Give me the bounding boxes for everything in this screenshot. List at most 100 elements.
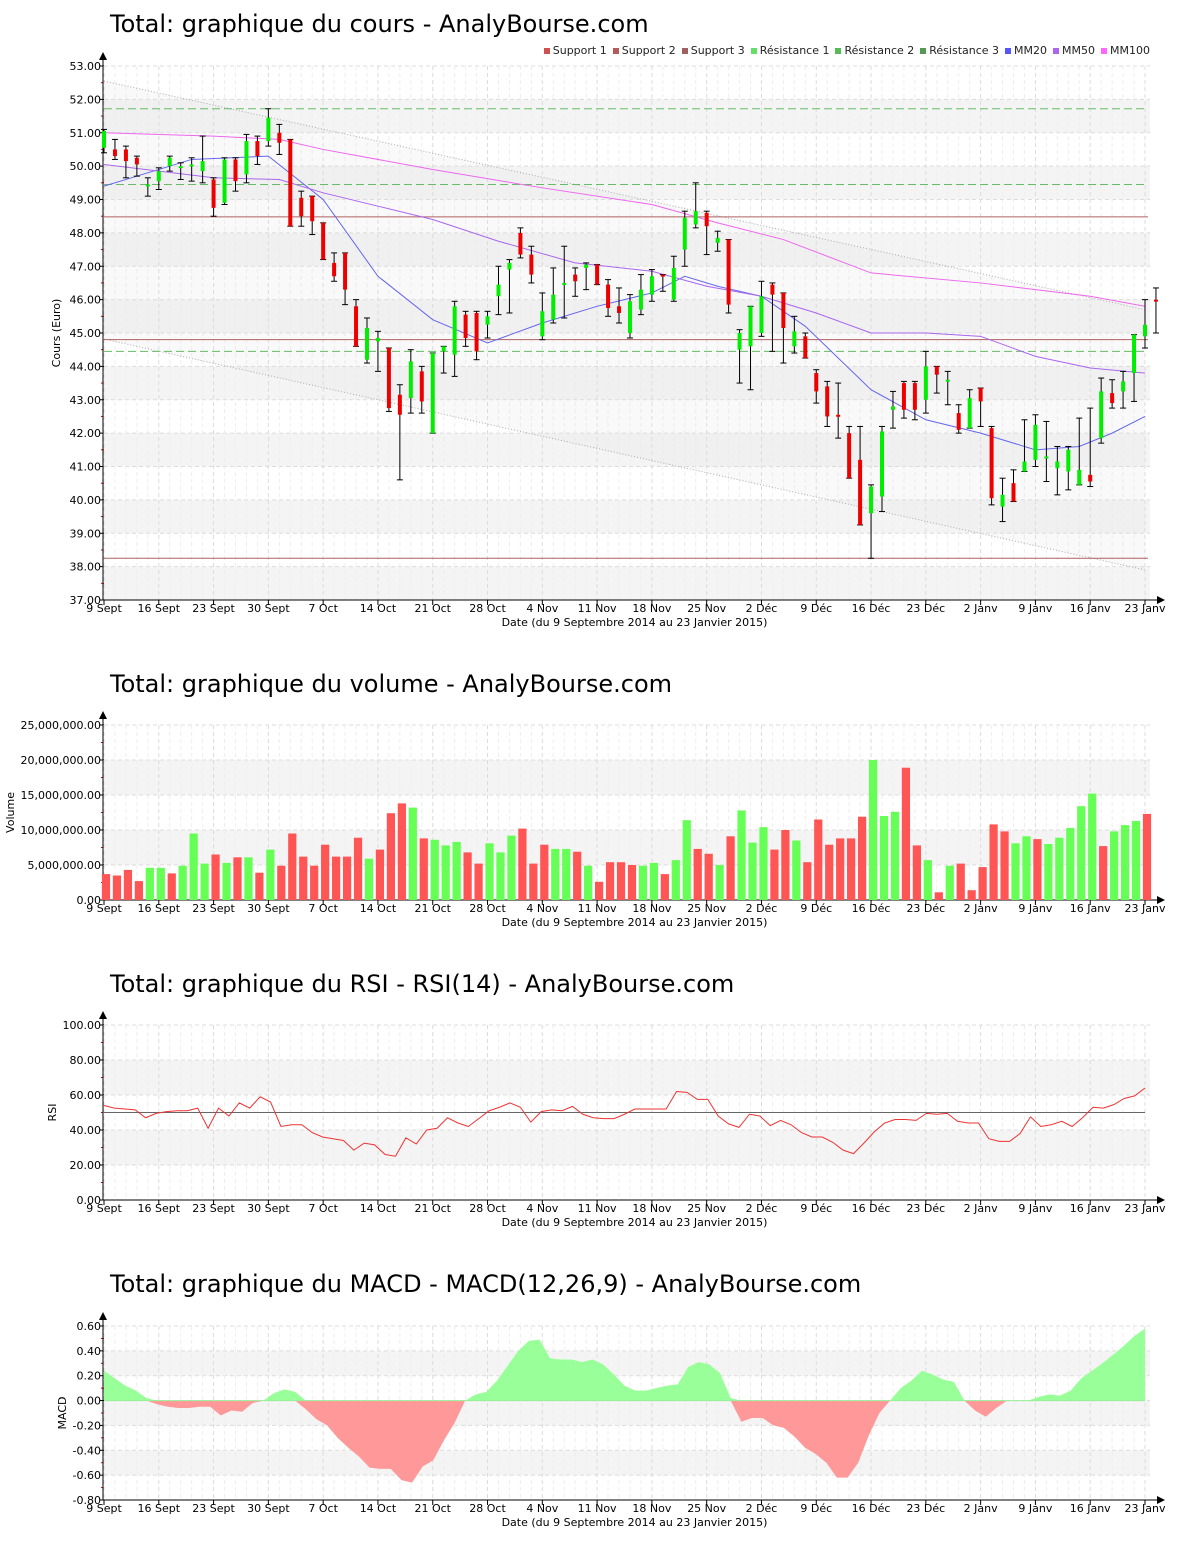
svg-text:25 Nov: 25 Nov <box>687 1502 726 1515</box>
svg-text:9 Sept: 9 Sept <box>86 602 122 615</box>
svg-text:16 Janv: 16 Janv <box>1070 602 1111 615</box>
svg-text:23 Janv: 23 Janv <box>1125 1502 1166 1515</box>
legend-item: Support 2 <box>612 44 676 57</box>
svg-text:51.00: 51.00 <box>70 127 102 140</box>
svg-text:Date (du 9 Septembre 2014 au 2: Date (du 9 Septembre 2014 au 23 Janvier … <box>502 1516 768 1529</box>
svg-text:23 Déc: 23 Déc <box>906 1502 945 1515</box>
svg-text:14 Oct: 14 Oct <box>360 1502 397 1515</box>
legend-label: Résistance 3 <box>929 44 1000 57</box>
svg-text:16 Janv: 16 Janv <box>1070 1202 1111 1215</box>
svg-text:-0.40: -0.40 <box>73 1444 101 1457</box>
price-chart: 53.00 52.00 51.00 50.00 49.00 48.00 47.00 46.00… <box>50 52 1166 629</box>
legend-swatch-icon <box>612 47 619 54</box>
svg-text:2 Janv: 2 Janv <box>964 902 998 915</box>
rsi-chart-title: Total: graphique du RSI - RSI(14) - Anal… <box>110 970 735 998</box>
svg-text:4 Nov: 4 Nov <box>526 602 558 615</box>
legend-label: MM50 <box>1062 44 1096 57</box>
legend-label: Support 1 <box>552 44 607 57</box>
svg-text:16 Déc: 16 Déc <box>852 902 891 915</box>
svg-text:20.00: 20.00 <box>70 1159 102 1172</box>
svg-text:37.00: 37.00 <box>70 594 102 607</box>
svg-text:9 Déc: 9 Déc <box>800 902 832 915</box>
svg-text:9 Janv: 9 Janv <box>1018 602 1052 615</box>
svg-text:41.00: 41.00 <box>70 461 102 474</box>
svg-text:2 Janv: 2 Janv <box>964 602 998 615</box>
svg-text:47.00: 47.00 <box>70 260 102 273</box>
legend-swatch-icon <box>1053 47 1060 54</box>
svg-text:42.00: 42.00 <box>70 427 102 440</box>
legend-label: MM100 <box>1110 44 1150 57</box>
legend-item: Support 3 <box>681 44 745 57</box>
svg-text:11 Nov: 11 Nov <box>578 1202 617 1215</box>
svg-text:23 Janv: 23 Janv <box>1125 602 1166 615</box>
svg-text:4 Nov: 4 Nov <box>526 1202 558 1215</box>
rsi-panel: Total: graphique du RSI - RSI(14) - Anal… <box>0 960 1200 1240</box>
svg-text:2 Janv: 2 Janv <box>964 1502 998 1515</box>
svg-text:23 Sept: 23 Sept <box>192 1202 235 1215</box>
svg-text:7 Oct: 7 Oct <box>308 602 338 615</box>
svg-text:38.00: 38.00 <box>70 561 102 574</box>
svg-text:18 Nov: 18 Nov <box>632 602 671 615</box>
svg-text:2 Déc: 2 Déc <box>746 902 778 915</box>
svg-text:2 Janv: 2 Janv <box>964 1202 998 1215</box>
svg-text:23 Janv: 23 Janv <box>1125 902 1166 915</box>
svg-text:14 Oct: 14 Oct <box>360 602 397 615</box>
svg-text:9 Sept: 9 Sept <box>86 1502 122 1515</box>
svg-text:15,000,000.00: 15,000,000.00 <box>21 789 101 802</box>
svg-text:28 Oct: 28 Oct <box>469 1502 506 1515</box>
svg-text:18 Nov: 18 Nov <box>632 1502 671 1515</box>
svg-text:14 Oct: 14 Oct <box>360 902 397 915</box>
svg-text:9 Sept: 9 Sept <box>86 902 122 915</box>
svg-text:9 Déc: 9 Déc <box>800 602 832 615</box>
svg-text:30 Sept: 30 Sept <box>247 902 290 915</box>
volume-chart: 25,000,000.00 20,000,000.00 15,000,000.00 1… <box>4 711 1166 929</box>
svg-text:4 Nov: 4 Nov <box>526 1502 558 1515</box>
legend-item: Résistance 2 <box>835 44 914 57</box>
svg-text:Date (du 9 Septembre 2014 au 2: Date (du 9 Septembre 2014 au 23 Janvier … <box>502 916 768 929</box>
legend-item: MM20 <box>1005 44 1047 57</box>
svg-text:0.40: 0.40 <box>77 1345 102 1358</box>
legend-swatch-icon <box>1005 47 1012 54</box>
svg-text:25 Nov: 25 Nov <box>687 902 726 915</box>
legend-item: MM50 <box>1053 44 1095 57</box>
svg-text:28 Oct: 28 Oct <box>469 902 506 915</box>
macd-chart: 0.60 0.40 0.20 0.00 -0.20 -0.40 -0.60 -0.809 Se… <box>56 1312 1166 1529</box>
svg-text:23 Janv: 23 Janv <box>1125 1202 1166 1215</box>
svg-text:49.00: 49.00 <box>70 194 102 207</box>
svg-text:25 Nov: 25 Nov <box>687 1202 726 1215</box>
svg-text:MACD: MACD <box>56 1397 69 1430</box>
svg-text:20,000,000.00: 20,000,000.00 <box>21 754 101 767</box>
svg-text:25,000,000.00: 25,000,000.00 <box>21 719 101 732</box>
svg-text:53.00: 53.00 <box>70 60 102 73</box>
svg-text:14 Oct: 14 Oct <box>360 1202 397 1215</box>
svg-text:16 Déc: 16 Déc <box>852 1202 891 1215</box>
svg-text:16 Sept: 16 Sept <box>138 902 181 915</box>
svg-text:2 Déc: 2 Déc <box>746 1202 778 1215</box>
legend-item: Résistance 3 <box>920 44 999 57</box>
svg-text:43.00: 43.00 <box>70 394 102 407</box>
svg-text:23 Sept: 23 Sept <box>192 602 235 615</box>
svg-text:0.00: 0.00 <box>77 1194 102 1207</box>
svg-text:100.00: 100.00 <box>63 1019 102 1032</box>
legend-item: Support 1 <box>543 44 607 57</box>
volume-panel: Total: graphique du volume - AnalyBourse… <box>0 660 1200 940</box>
svg-text:18 Nov: 18 Nov <box>632 902 671 915</box>
svg-text:9 Déc: 9 Déc <box>800 1202 832 1215</box>
legend-label: MM20 <box>1014 44 1048 57</box>
svg-text:9 Déc: 9 Déc <box>800 1502 832 1515</box>
svg-text:28 Oct: 28 Oct <box>469 602 506 615</box>
svg-text:Date (du 9 Septembre 2014 au 2: Date (du 9 Septembre 2014 au 23 Janvier … <box>502 616 768 629</box>
svg-text:23 Sept: 23 Sept <box>192 1502 235 1515</box>
svg-text:30 Sept: 30 Sept <box>247 1202 290 1215</box>
svg-text:21 Oct: 21 Oct <box>414 1202 451 1215</box>
svg-text:48.00: 48.00 <box>70 227 102 240</box>
legend-swatch-icon <box>543 47 550 54</box>
rsi-chart: 100.00 80.00 60.00 40.00 20.00 0.009 Sept 16 S… <box>46 1011 1166 1229</box>
svg-text:Cours (Euro): Cours (Euro) <box>50 299 63 368</box>
svg-text:16 Déc: 16 Déc <box>852 1502 891 1515</box>
svg-text:2 Déc: 2 Déc <box>746 602 778 615</box>
svg-text:60.00: 60.00 <box>70 1089 102 1102</box>
svg-text:5,000,000.00: 5,000,000.00 <box>28 859 101 872</box>
svg-text:44.00: 44.00 <box>70 360 102 373</box>
svg-text:50.00: 50.00 <box>70 160 102 173</box>
